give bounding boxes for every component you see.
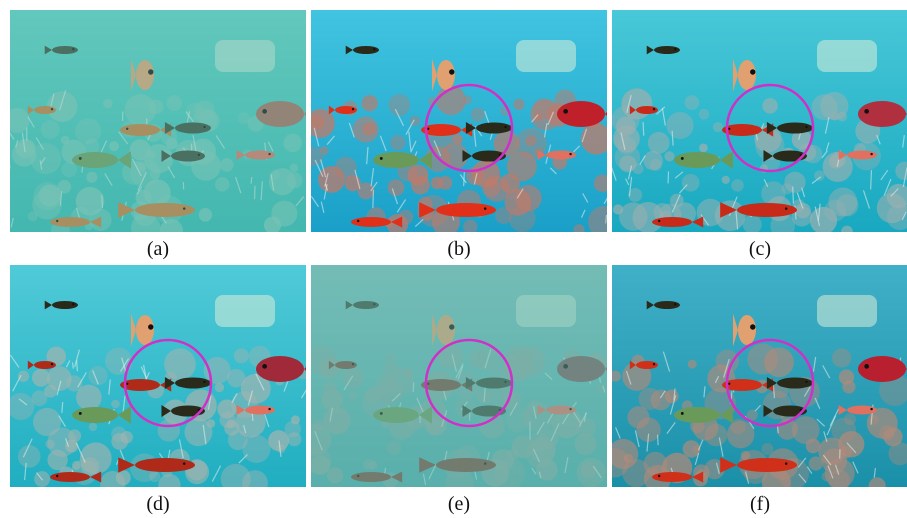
fish-red-left xyxy=(351,216,403,228)
panel-e-image xyxy=(311,265,607,487)
caption-b: (b) xyxy=(447,238,471,260)
fish-red-bottom xyxy=(720,202,797,218)
fish-small-red xyxy=(629,105,658,115)
haze-overlay xyxy=(10,10,306,232)
fish-small-red xyxy=(27,360,56,370)
fish-yellow xyxy=(130,313,154,347)
fish-red-bottom xyxy=(419,457,496,473)
fish-green xyxy=(674,151,733,169)
fish-red-bottom xyxy=(720,457,797,473)
fish-small xyxy=(44,300,78,310)
fish-yellow xyxy=(431,58,455,92)
fish-small xyxy=(44,45,78,55)
panel-a-image xyxy=(10,10,306,232)
reef-scene xyxy=(10,265,306,487)
fish-red-left xyxy=(351,471,403,483)
panel-f-image xyxy=(612,265,907,487)
fish-small xyxy=(345,45,379,55)
fish-yellow xyxy=(431,313,455,347)
highlight-circle xyxy=(123,338,213,428)
fish-striped xyxy=(557,101,607,127)
caption-f: (f) xyxy=(750,493,770,515)
caption-d: (d) xyxy=(146,493,170,515)
fish-yellow xyxy=(732,58,756,92)
caption-c: (c) xyxy=(748,238,772,260)
fish-dark xyxy=(164,376,211,390)
fish-red-left xyxy=(50,471,102,483)
rock xyxy=(817,295,877,327)
fish-small-red xyxy=(328,360,357,370)
fish-dark xyxy=(164,121,211,135)
fish-green xyxy=(373,151,432,169)
haze-overlay xyxy=(311,265,607,487)
reef-scene xyxy=(612,10,907,232)
highlight-circle xyxy=(725,338,815,428)
fish-small-red xyxy=(328,105,357,115)
fish-pink xyxy=(236,150,275,160)
fish-green xyxy=(72,406,131,424)
highlight-circle xyxy=(424,83,514,173)
fish-red-left xyxy=(50,216,102,228)
fish-red-bottom xyxy=(419,202,496,218)
coral-bed xyxy=(612,343,907,487)
fish-striped xyxy=(557,356,607,382)
fish-yellow xyxy=(732,313,756,347)
rock xyxy=(516,295,576,327)
fish-pink xyxy=(537,405,576,415)
fish-school xyxy=(629,300,907,483)
reef-scene xyxy=(311,265,607,487)
fish-small xyxy=(345,300,379,310)
fish-dark xyxy=(766,121,813,135)
highlight-circle xyxy=(424,338,514,428)
panel-d-image xyxy=(10,265,306,487)
fish-pink xyxy=(537,150,576,160)
fish-red-bottom xyxy=(118,457,195,473)
panel-b-image xyxy=(311,10,607,232)
fish-dark-lower xyxy=(161,149,205,163)
reef-scene xyxy=(612,265,907,487)
rock xyxy=(817,40,877,72)
reef-scene xyxy=(10,10,306,232)
fish-striped xyxy=(256,101,306,127)
fish-pink xyxy=(838,405,877,415)
fish-green xyxy=(674,406,733,424)
fish-small-red xyxy=(27,105,56,115)
fish-red-left xyxy=(652,471,704,483)
rock xyxy=(516,40,576,72)
fish-small-red xyxy=(629,360,658,370)
caption-a: (a) xyxy=(146,238,170,260)
fish-pink xyxy=(838,150,877,160)
fish-red-left xyxy=(652,216,704,228)
reef-scene xyxy=(311,10,607,232)
fish-striped xyxy=(858,101,907,127)
fish-school xyxy=(27,300,306,483)
fish-dark xyxy=(766,376,813,390)
highlight-circle xyxy=(725,83,815,173)
fish-school xyxy=(27,45,306,228)
fish-striped xyxy=(256,356,306,382)
fish-small xyxy=(646,300,680,310)
fish-school xyxy=(629,45,907,228)
caption-e: (e) xyxy=(447,493,471,515)
fish-dark xyxy=(465,376,512,390)
panel-c-image xyxy=(612,10,907,232)
fish-small xyxy=(646,45,680,55)
fish-green xyxy=(373,406,432,424)
fish-school xyxy=(328,300,607,483)
fish-yellow xyxy=(130,58,154,92)
fish-dark xyxy=(465,121,512,135)
rock xyxy=(215,295,275,327)
fish-red-bottom xyxy=(118,202,195,218)
rock xyxy=(215,40,275,72)
fish-green xyxy=(72,151,131,169)
fish-pink xyxy=(236,405,275,415)
